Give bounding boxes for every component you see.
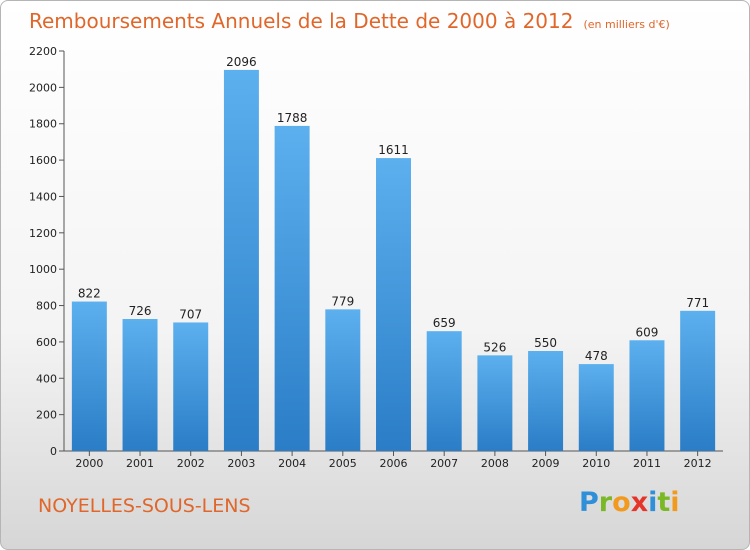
y-tick-label: 2000 <box>29 81 57 94</box>
data-label: 707 <box>179 307 202 321</box>
data-label: 550 <box>534 336 557 350</box>
x-tick-label: 2003 <box>227 457 255 470</box>
bar-2010 <box>578 364 614 451</box>
bar-2005 <box>325 309 361 451</box>
logo-letter: P <box>579 487 599 518</box>
data-label: 609 <box>636 325 659 339</box>
bar-2003 <box>223 69 259 451</box>
x-tick-label: 2002 <box>177 457 205 470</box>
bar-2011 <box>629 340 665 451</box>
bar-2006 <box>376 158 411 451</box>
logo-letter: o <box>612 487 631 518</box>
x-tick-label: 2012 <box>684 457 712 470</box>
data-label: 726 <box>129 304 152 318</box>
logo-letter: i <box>670 487 680 518</box>
bar-2004 <box>274 125 310 451</box>
data-label: 526 <box>483 340 506 354</box>
logo-letter: x <box>630 487 649 518</box>
logo-letter: t <box>657 487 671 518</box>
y-tick-label: 1800 <box>29 118 57 131</box>
x-tick-label: 2001 <box>126 457 154 470</box>
data-label: 2096 <box>226 55 257 69</box>
bar-2002 <box>173 322 209 451</box>
y-tick-label: 1400 <box>29 190 57 203</box>
x-tick-label: 2007 <box>430 457 458 470</box>
y-tick-label: 1000 <box>29 263 57 276</box>
x-tick-label: 2006 <box>380 457 408 470</box>
bar-2000 <box>71 301 107 451</box>
bar-2008 <box>477 355 513 451</box>
bar-2007 <box>426 331 462 451</box>
data-label: 659 <box>433 316 456 330</box>
logo-letter: r <box>598 487 613 518</box>
x-tick-label: 2011 <box>633 457 661 470</box>
x-tick-label: 2008 <box>481 457 509 470</box>
data-label: 1788 <box>277 111 308 125</box>
chart-unit: (en milliers d'€) <box>583 18 670 31</box>
y-tick-label: 2200 <box>29 45 57 58</box>
chart-title: Remboursements Annuels de la Dette de 20… <box>29 9 670 33</box>
y-tick-label: 1600 <box>29 154 57 167</box>
bar-2009 <box>528 351 564 451</box>
logo-letter: i <box>648 487 658 518</box>
y-tick-label: 600 <box>36 336 57 349</box>
x-tick-label: 2009 <box>532 457 560 470</box>
x-tick-label: 2005 <box>329 457 357 470</box>
data-label: 771 <box>686 296 709 310</box>
data-label: 478 <box>585 349 608 363</box>
city-name: NOYELLES-SOUS-LENS <box>38 495 251 517</box>
y-tick-label: 0 <box>50 445 57 458</box>
y-tick-label: 1200 <box>29 227 57 240</box>
data-label: 779 <box>331 294 354 308</box>
x-tick-label: 2000 <box>75 457 103 470</box>
bar-2001 <box>122 319 158 451</box>
proxiti-logo: Proxiti <box>579 487 680 518</box>
data-label: 822 <box>78 287 101 301</box>
chart-title-text: Remboursements Annuels de la Dette de 20… <box>29 9 574 33</box>
x-tick-label: 2010 <box>582 457 610 470</box>
y-tick-label: 800 <box>36 300 57 313</box>
bar-2012 <box>680 310 716 451</box>
y-tick-label: 400 <box>36 372 57 385</box>
data-label: 1611 <box>378 143 409 157</box>
y-tick-label: 200 <box>36 409 57 422</box>
x-tick-label: 2004 <box>278 457 306 470</box>
